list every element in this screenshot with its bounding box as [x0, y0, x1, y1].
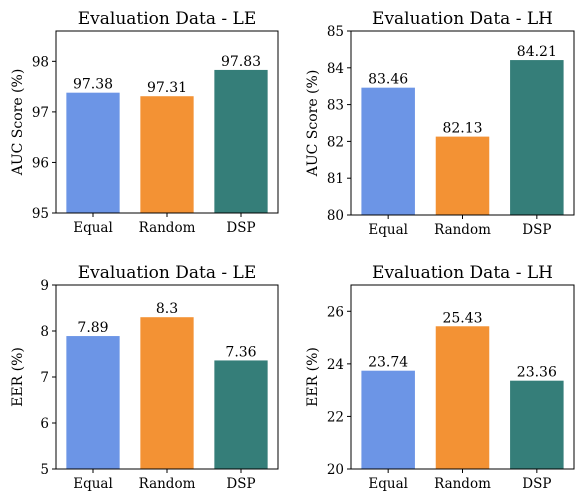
- bar-random: [140, 317, 194, 469]
- x-tick-label: Equal: [368, 222, 408, 238]
- chart-title: Evaluation Data - LH: [372, 263, 553, 283]
- bar-dsp: [510, 380, 564, 469]
- y-tick-label: 84: [327, 61, 344, 77]
- x-tick-label: DSP: [226, 476, 255, 491]
- plot-frame: [350, 30, 575, 216]
- chart-title: Evaluation Data - LH: [372, 9, 553, 29]
- value-label: 97.83: [221, 54, 261, 70]
- y-tick-label: 9: [40, 278, 49, 294]
- x-tick-label: Random: [434, 476, 491, 491]
- y-tick-label: 98: [32, 54, 49, 70]
- chart-title: Evaluation Data - LE: [78, 9, 257, 29]
- bar-dsp: [214, 360, 268, 469]
- bar-random: [435, 326, 490, 469]
- y-axis-label: EER (%): [10, 347, 26, 407]
- chart-auc-lh: Evaluation Data - LH AUC Score (%) 83.46 Eq…: [305, 9, 575, 238]
- bar-dsp: [510, 60, 564, 216]
- value-label: 97.38: [73, 77, 113, 93]
- value-label: 25.43: [442, 310, 482, 326]
- y-tick-label: 5: [40, 462, 49, 478]
- bar-equal: [66, 336, 120, 469]
- y-axis-label: EER (%): [305, 347, 321, 407]
- y-tick-label: 8: [40, 324, 49, 340]
- y-tick-label: 81: [327, 171, 344, 187]
- bar-dsp: [214, 69, 268, 213]
- y-tick-label: 6: [40, 416, 49, 432]
- plot-frame: [55, 30, 279, 214]
- y-tick-label: 95: [32, 206, 49, 222]
- value-label: 23.74: [368, 355, 408, 371]
- y-tick-label: 7: [40, 370, 49, 386]
- value-label: 97.31: [147, 80, 187, 96]
- y-tick-label: 80: [327, 208, 344, 224]
- y-tick-label: 96: [32, 155, 49, 171]
- x-tick-label: Equal: [73, 476, 113, 491]
- chart-eer-lh: Evaluation Data - LH EER (%) 23.74 Equal 25.…: [305, 263, 575, 491]
- value-label: 7.89: [77, 320, 108, 336]
- x-tick-label: Equal: [73, 220, 113, 236]
- chart-auc-le: Evaluation Data - LE AUC Score (%) 97.38 Eq…: [10, 9, 279, 236]
- y-axis-label: AUC Score (%): [10, 69, 26, 177]
- x-tick-label: Random: [139, 220, 196, 236]
- y-tick-label: 97: [32, 105, 49, 121]
- value-label: 83.46: [368, 72, 408, 88]
- x-tick-label: DSP: [226, 220, 255, 236]
- x-tick-label: DSP: [522, 476, 551, 491]
- chart-title: Evaluation Data - LE: [78, 263, 257, 283]
- y-tick-label: 24: [327, 357, 344, 373]
- bar-equal: [361, 87, 415, 215]
- plot-frame: [350, 284, 575, 470]
- x-tick-label: Random: [139, 476, 196, 491]
- chart-eer-le: Evaluation Data - LE EER (%) 7.89 Equal 8.3 R…: [10, 263, 279, 491]
- bar-equal: [361, 370, 415, 469]
- bar-equal: [66, 92, 120, 213]
- y-tick-label: 82: [327, 134, 344, 150]
- y-axis-label: AUC Score (%): [305, 70, 321, 178]
- value-label: 23.36: [517, 365, 557, 381]
- value-label: 82.13: [442, 121, 482, 137]
- y-tick-label: 26: [327, 304, 344, 320]
- y-tick-label: 83: [327, 98, 344, 114]
- y-tick-label: 22: [327, 409, 344, 425]
- y-tick-label: 20: [327, 462, 344, 478]
- x-tick-label: DSP: [522, 222, 551, 238]
- value-label: 8.3: [156, 301, 178, 317]
- bar-random: [435, 136, 490, 215]
- bar-random: [140, 96, 194, 213]
- value-label: 84.21: [517, 44, 557, 60]
- x-tick-label: Equal: [368, 476, 408, 491]
- x-tick-label: Random: [434, 222, 491, 238]
- value-label: 7.36: [225, 344, 256, 360]
- y-tick-label: 85: [327, 24, 344, 40]
- plot-frame: [55, 284, 279, 470]
